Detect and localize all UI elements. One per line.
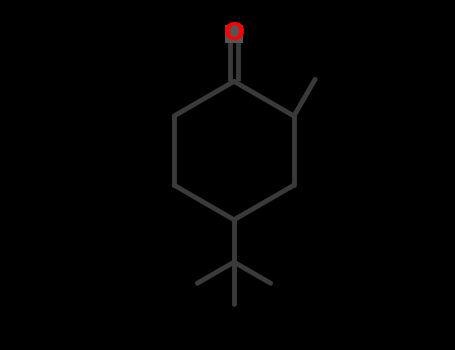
Text: O: O <box>223 21 245 46</box>
FancyBboxPatch shape <box>225 25 243 43</box>
